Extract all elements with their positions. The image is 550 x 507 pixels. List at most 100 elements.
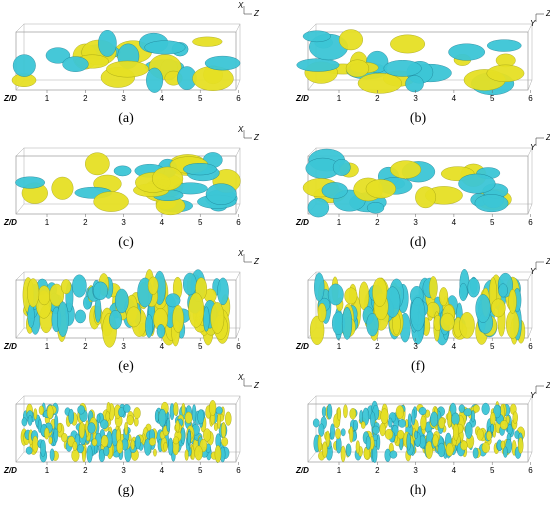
isosurface-blob [57, 422, 62, 433]
isosurface-blob [491, 298, 506, 318]
isosurface-blob [166, 417, 171, 432]
isosurface-blob [465, 422, 473, 439]
tick-label: 3 [121, 94, 126, 103]
isosurface-blob [32, 435, 39, 453]
isosurface-blob [61, 432, 68, 443]
axis-label: Z/D [3, 94, 17, 103]
isosurface-blob [51, 176, 74, 200]
isosurface-blob [489, 412, 496, 426]
isosurface-blob [153, 448, 157, 457]
isosurface-blob [474, 194, 509, 213]
box-front [307, 403, 529, 463]
isosurface-blob [100, 435, 109, 448]
isosurface-blob [458, 173, 496, 194]
isosurface-blob [372, 425, 380, 435]
isosurface-blob [165, 293, 181, 308]
isosurface-blob [296, 58, 340, 72]
isosurface-blob [302, 30, 331, 43]
isosurface-blob [188, 292, 205, 328]
box-front [15, 403, 237, 463]
tick-label: 4 [452, 466, 457, 475]
isosurface-blob [345, 59, 370, 78]
isosurface-blob [209, 400, 217, 416]
isosurface-blob [215, 406, 223, 415]
isosurface-blob [397, 429, 405, 440]
isosurface-blob [27, 304, 35, 328]
isosurface-blob [221, 437, 229, 447]
isosurface-blob [37, 285, 51, 306]
isosurface-blob [318, 423, 325, 437]
isosurface-blob [145, 314, 153, 338]
isosurface-blob [411, 408, 416, 426]
isosurface-blob [163, 441, 168, 452]
isosurface-blob [338, 29, 363, 51]
axis-label: Z/D [295, 342, 309, 351]
panel: Z/D 1 2 3 4 5 6 ZY (h) [295, 381, 550, 498]
isosurface-blob [146, 67, 164, 93]
isosurface-blob [72, 274, 87, 298]
isosurface-blob [133, 407, 141, 420]
isosurface-blob [388, 417, 393, 428]
box-edge [15, 327, 25, 339]
isosurface-blob [317, 434, 322, 452]
isosurface-blob [197, 409, 205, 425]
isosurface-blob [194, 445, 203, 461]
triad-label: X [237, 125, 244, 134]
isosurface-blob [48, 436, 53, 445]
isosurface-blob [438, 417, 446, 429]
panel-label: (g) [118, 483, 135, 498]
isosurface-blob [410, 297, 426, 332]
panel: Z/D 1 2 3 4 5 6 ZY (f) [295, 257, 550, 374]
isosurface-blob [72, 441, 78, 451]
isosurface-blob [126, 415, 134, 426]
box-edge [307, 147, 317, 157]
box-edge [235, 23, 241, 33]
isosurface-blob [420, 415, 427, 431]
isosurface-blob [379, 422, 386, 437]
box-edge [527, 327, 533, 339]
isosurface-blob [447, 410, 452, 429]
panel-label: (b) [410, 111, 427, 126]
isosurface-blob [490, 423, 495, 433]
tick-label: 6 [236, 466, 241, 475]
isosurface-blob [448, 43, 486, 61]
isosurface-blob [87, 422, 96, 434]
isosurface-blob [340, 428, 346, 437]
isosurface-blob [183, 272, 197, 296]
isosurface-blob [44, 427, 50, 440]
isosurface-blob [432, 434, 439, 447]
isosurface-blob [370, 411, 376, 428]
triad-label: X [237, 373, 244, 382]
axis-label: Z/D [3, 218, 17, 227]
isosurface-blob [349, 426, 354, 443]
panel: Z/D 1 2 3 4 5 6 ZY (d) [295, 133, 550, 250]
isosurface-blob [481, 442, 490, 453]
isosurface-blob [33, 408, 38, 420]
isosurface-blob [459, 282, 468, 302]
isosurface-blob [418, 407, 427, 416]
isosurface-blob [154, 409, 159, 423]
tick-label: 1 [45, 466, 50, 475]
triad-label: Y [530, 267, 536, 276]
isosurface-blob [85, 152, 110, 176]
tick-label: 6 [528, 94, 533, 103]
isosurface-blob [445, 442, 454, 457]
triad-label: Z [253, 381, 260, 390]
isosurface-blob [437, 442, 446, 458]
box-edge [527, 23, 533, 33]
isosurface-blob [330, 423, 335, 440]
isosurface-blob [46, 405, 54, 420]
tick-label: 1 [45, 218, 50, 227]
isosurface-blob [204, 55, 241, 71]
tick-label: 3 [121, 218, 126, 227]
isosurface-blob [118, 407, 125, 418]
isosurface-blob [337, 406, 342, 421]
isosurface-blob [406, 432, 411, 451]
tick-label: 5 [490, 466, 495, 475]
isosurface-blob [225, 411, 232, 426]
isosurface-blob [144, 40, 186, 55]
isosurface-blob [415, 186, 437, 209]
isosurface-blob [414, 430, 419, 440]
panel-label: (h) [410, 483, 427, 498]
isosurface-blob [343, 404, 348, 419]
